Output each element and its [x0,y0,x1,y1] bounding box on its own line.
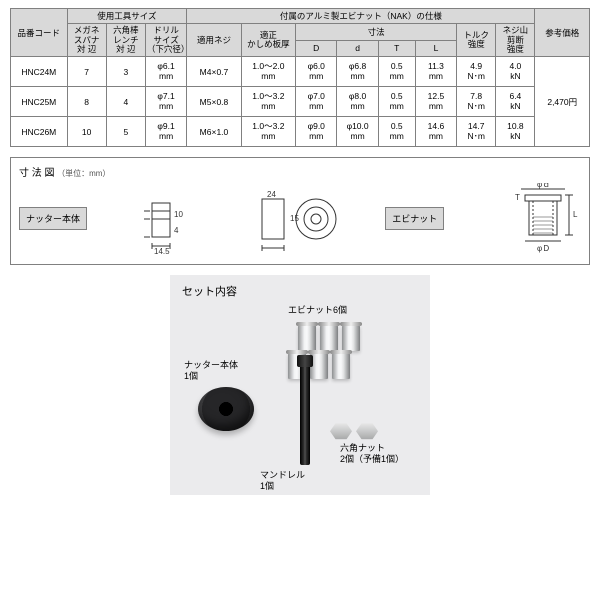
rivnut-icon [342,325,360,351]
th-D: D [296,40,337,57]
nutter-label: ナッター本体 [19,207,87,230]
cell: M6×1.0 [187,117,241,147]
set-contents-panel: セット内容 エビナット6個 ナッター本体1個 マンドレル1個 六角ナット2個（予… [170,275,430,495]
svg-text:4: 4 [174,226,179,235]
cell: 1.0～3.2mm [241,117,295,147]
cell: 12.5mm [415,87,456,117]
cell: φ6.0mm [296,57,337,87]
cell: 11.3mm [415,57,456,87]
th-nak: 付属のアルミ製エビナット（NAK）の仕様 [187,9,535,24]
th-T: T [378,40,415,57]
cell: 5 [106,117,145,147]
nutter-body-drawing: 10 4 14.5 [144,191,202,245]
table-row: HNC25M 8 4 φ7.1mm M5×0.8 1.0～3.2mm φ7.0m… [11,87,590,117]
rivnut-icon [320,325,338,351]
cell: 0.5mm [378,57,415,87]
cell: φ7.1mm [145,87,186,117]
cell-code: HNC26M [11,117,68,147]
cell: 4.9N･m [457,57,496,87]
cell: 10.8kN [496,117,535,147]
cell: 14.6mm [415,117,456,147]
th-code: 品番コード [11,9,68,57]
th-hexbar: 六角棒レンチ対 辺 [106,24,145,57]
cell: φ9.1mm [145,117,186,147]
rivnut-icon [298,325,316,351]
svg-text:14.5: 14.5 [154,247,170,255]
rivnut-icon [332,353,350,379]
table-row: HNC26M 10 5 φ9.1mm M6×1.0 1.0～3.2mm φ9.0… [11,117,590,147]
nutter-body-icon [198,387,254,431]
cell: 1.0～2.0mm [241,57,295,87]
th-spanner: メガネスパナ対 辺 [67,24,106,57]
cell: 7.8N･m [457,87,496,117]
cell: 4.0kN [496,57,535,87]
cell: 4 [106,87,145,117]
th-tool: 使用工具サイズ [67,9,187,24]
label-nutter: ナッター本体1個 [184,360,238,383]
th-drill: ドリルサイズ（下穴径） [145,24,186,57]
cell: φ10.0mm [337,117,378,147]
dim-unit: （単位：mm） [57,169,110,178]
cell: 0.5mm [378,117,415,147]
cell: M5×0.8 [187,87,241,117]
set-title: セット内容 [182,283,237,299]
svg-text:φＤ: φＤ [537,244,550,253]
th-crimp: 適正かしめ板厚 [241,24,295,57]
label-mandrel: マンドレル1個 [260,470,305,493]
cell: 10 [67,117,106,147]
hexnut-icon [330,423,352,439]
cell: φ6.8mm [337,57,378,87]
cell: 3 [106,57,145,87]
cell: 6.4kN [496,87,535,117]
th-screw: 適用ネジ [187,24,241,57]
ebinut-drawing: φｄ T L φＤ [501,183,581,253]
cell: 0.5mm [378,87,415,117]
svg-text:L: L [573,210,578,219]
cell-code: HNC24M [11,57,68,87]
th-price: 参考価格 [535,9,590,57]
svg-text:24: 24 [267,191,276,199]
spec-table: 品番コード 使用工具サイズ 付属のアルミ製エビナット（NAK）の仕様 参考価格 … [10,8,590,147]
cell: φ6.1mm [145,57,186,87]
dim-title: 寸 法 図 [19,168,55,179]
svg-text:T: T [515,193,520,202]
label-hex: 六角ナット2個（予備1個） [340,443,404,466]
cell: φ7.0mm [296,87,337,117]
th-shear: ネジ山剪断強度 [496,24,535,57]
spec-tbody: HNC24M 7 3 φ6.1mm M4×0.7 1.0～2.0mm φ6.0m… [11,57,590,147]
th-dim: 寸法 [296,24,457,41]
th-torque: トルク強度 [457,24,496,57]
svg-text:15: 15 [290,214,299,223]
cell-code: HNC25M [11,87,68,117]
nutter-front-drawing: 24 15 [258,191,328,245]
cell: φ9.0mm [296,117,337,147]
mandrel-icon [300,365,310,465]
svg-text:φｄ: φｄ [537,183,550,189]
cell: 8 [67,87,106,117]
cell: φ8.0mm [337,87,378,117]
hexnut-icon [356,423,378,439]
table-row: HNC24M 7 3 φ6.1mm M4×0.7 1.0～2.0mm φ6.0m… [11,57,590,87]
th-d: d [337,40,378,57]
cell: 1.0～3.2mm [241,87,295,117]
dimension-panel: 寸 法 図 （単位：mm） ナッター本体 10 4 14.5 [10,157,590,265]
cell-price: 2,470円 [535,57,590,147]
cell: 7 [67,57,106,87]
ebi-label: エビナット [385,207,444,230]
cell: 14.7N･m [457,117,496,147]
svg-text:10: 10 [174,210,183,219]
label-ebi: エビナット6個 [288,305,347,316]
cell: M4×0.7 [187,57,241,87]
th-L: L [415,40,456,57]
